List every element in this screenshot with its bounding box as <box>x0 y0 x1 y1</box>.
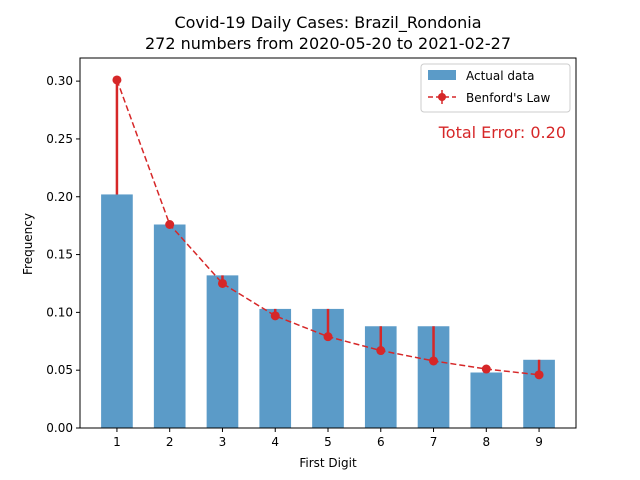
legend-actual-swatch <box>428 70 456 80</box>
y-tick-label: 0.25 <box>46 132 73 146</box>
benford-series <box>112 75 544 380</box>
axes: 0.00 0.05 0.10 0.15 0.20 0.25 0.30 1 2 3 4 5 6 7 8 9 <box>46 57 577 449</box>
x-tick-label: 6 <box>377 435 385 449</box>
y-tick-label: 0.20 <box>46 190 73 204</box>
x-axis-label: First Digit <box>299 456 357 470</box>
bar-series <box>101 194 555 428</box>
bar-digit-8 <box>470 372 503 428</box>
benford-point-digit-3 <box>217 278 227 288</box>
benford-point-digit-7 <box>429 356 439 366</box>
benford-point-digit-5 <box>323 332 333 342</box>
benford-point-digit-4 <box>270 311 280 321</box>
y-tick-label: 0.00 <box>46 421 73 435</box>
y-tick-label: 0.30 <box>46 74 73 88</box>
y-axis-label: Frequency <box>21 213 35 275</box>
y-tick-label: 0.05 <box>46 363 73 377</box>
legend-benford-label: Benford's Law <box>466 91 551 105</box>
total-error-annotation: Total Error: 0.20 <box>438 123 566 142</box>
legend-frame <box>420 63 571 113</box>
benford-point-digit-8 <box>481 364 491 374</box>
x-tick-label: 3 <box>219 435 227 449</box>
chart-title-line2: 272 numbers from 2020-05-20 to 2021-02-2… <box>145 34 511 53</box>
benford-point-digit-6 <box>376 346 386 356</box>
legend-benford-marker <box>438 93 446 101</box>
bar-digit-2 <box>153 224 186 428</box>
x-tick-label: 2 <box>166 435 174 449</box>
x-tick-label: 9 <box>535 435 543 449</box>
x-tick-label: 4 <box>271 435 279 449</box>
benford-point-digit-9 <box>534 370 544 380</box>
x-tick-label: 8 <box>482 435 490 449</box>
x-tick-label: 5 <box>324 435 332 449</box>
legend-actual-label: Actual data <box>466 69 534 83</box>
bar-digit-4 <box>259 308 292 428</box>
x-tick-label: 1 <box>113 435 121 449</box>
legend: Actual data Benford's Law <box>420 63 571 113</box>
bar-digit-1 <box>101 194 133 428</box>
bar-digit-3 <box>206 275 239 428</box>
x-tick-label: 7 <box>430 435 438 449</box>
benford-point-digit-1 <box>112 75 122 85</box>
benford-point-digit-2 <box>165 220 175 229</box>
chart-title-line1: Covid-19 Daily Cases: Brazil_Rondonia <box>174 13 481 33</box>
y-tick-label: 0.10 <box>46 305 73 319</box>
y-tick-label: 0.15 <box>46 248 73 262</box>
